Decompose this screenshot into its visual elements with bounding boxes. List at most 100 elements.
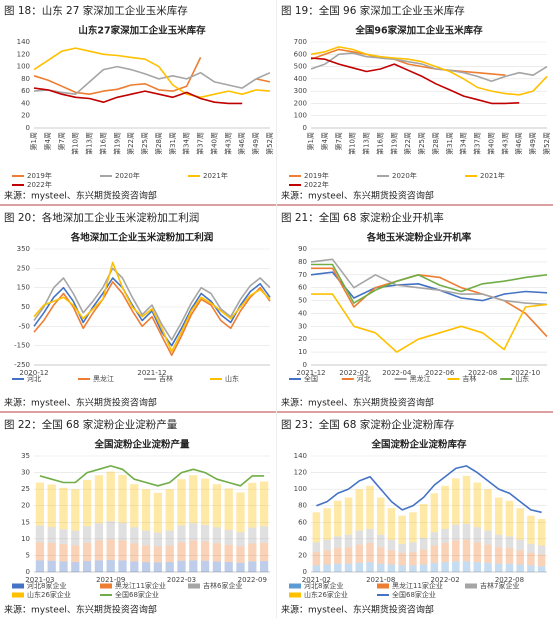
bar-segment bbox=[35, 525, 45, 543]
y-tick-label: -250 bbox=[14, 361, 30, 369]
y-tick-label: 100 bbox=[294, 485, 307, 493]
y-tick-label: 300 bbox=[294, 87, 307, 95]
bar-segment bbox=[189, 523, 198, 541]
y-tick-label: 90 bbox=[298, 245, 307, 253]
x-tick-label: 第13周 bbox=[362, 132, 371, 155]
y-tick-label: 120 bbox=[17, 50, 30, 58]
series-line bbox=[311, 267, 548, 338]
bar-segment bbox=[527, 552, 535, 566]
bar-segment bbox=[177, 479, 186, 526]
bar-segment bbox=[537, 518, 546, 546]
bar-segment bbox=[398, 543, 406, 553]
bar-segment bbox=[387, 508, 396, 540]
legend-label: 2022年 bbox=[27, 180, 52, 189]
bar-segment bbox=[35, 542, 45, 561]
bar-segment bbox=[259, 542, 269, 562]
y-tick-label: 80 bbox=[21, 75, 30, 83]
y-tick-label: 40 bbox=[21, 99, 30, 107]
x-tick-label: 2021-12 bbox=[296, 369, 325, 377]
x-tick-label: 第46周 bbox=[237, 132, 246, 155]
x-tick-label: 2021-12 bbox=[137, 369, 166, 377]
bar-segment bbox=[398, 515, 406, 544]
legend-label: 全国 bbox=[304, 374, 318, 383]
y-tick-label: 20 bbox=[21, 112, 30, 120]
y-tick-label: 100 bbox=[294, 112, 307, 120]
bar-segment bbox=[35, 560, 45, 572]
legend-label: 山东26家企业 bbox=[304, 590, 348, 599]
legend-swatch bbox=[377, 583, 389, 589]
bar-segment bbox=[323, 564, 331, 572]
bar-segment bbox=[47, 526, 56, 543]
bar-segment bbox=[212, 484, 222, 528]
bar-segment bbox=[165, 489, 174, 531]
x-tick-label: 第19周 bbox=[112, 132, 121, 155]
bar-segment bbox=[189, 475, 198, 524]
bar-segment bbox=[366, 543, 374, 563]
bar-segment bbox=[47, 560, 56, 572]
bar-segment bbox=[248, 543, 257, 562]
legend-label: 黑龙江 bbox=[410, 374, 431, 383]
legend-label: 2022年 bbox=[304, 180, 329, 189]
x-tick-label: 2022-09 bbox=[238, 576, 267, 584]
bar-segment bbox=[505, 547, 514, 564]
y-tick-label: 80 bbox=[298, 502, 307, 510]
series-line bbox=[33, 277, 271, 347]
x-tick-label: 2022-08 bbox=[468, 369, 497, 377]
legend-label: 山东26家企业 bbox=[27, 590, 71, 599]
bar-segment bbox=[259, 526, 269, 543]
bar-segment bbox=[537, 545, 546, 555]
y-tick-label: 40 bbox=[298, 309, 307, 317]
x-tick-label: 2022-10 bbox=[511, 369, 540, 377]
legend-label: 2020年 bbox=[392, 171, 417, 180]
bar-segment bbox=[387, 550, 396, 565]
figure-caption: 图 22：全国 68 家淀粉企业淀粉产量 bbox=[4, 418, 178, 431]
x-tick-label: 第31周 bbox=[445, 132, 454, 155]
legend-swatch bbox=[465, 583, 477, 589]
x-tick-label: 第22周 bbox=[403, 132, 412, 155]
y-tick-label: 50 bbox=[21, 303, 30, 311]
bar-segment bbox=[505, 563, 514, 572]
legend-swatch bbox=[12, 592, 24, 598]
y-tick-label: 0 bbox=[303, 124, 307, 132]
bar-segment bbox=[505, 536, 514, 548]
figure-source: 来源：mysteel、东兴期货投资咨询部 bbox=[281, 190, 434, 202]
bar-segment bbox=[106, 521, 115, 540]
x-tick-label: 第52周 bbox=[265, 132, 274, 155]
x-tick-label: 第13周 bbox=[85, 132, 94, 155]
bar-segment bbox=[130, 561, 139, 572]
bar-segment bbox=[47, 542, 56, 561]
series-line bbox=[39, 465, 265, 487]
chart-title: 全国96家深加工企业玉米库存 bbox=[354, 25, 483, 37]
bar-segment bbox=[94, 523, 104, 541]
bar-segment bbox=[118, 522, 127, 541]
x-tick-label: 第7周 bbox=[334, 132, 343, 150]
bar-segment bbox=[153, 492, 163, 533]
bar-segment bbox=[189, 540, 198, 561]
bar-segment bbox=[462, 561, 471, 572]
bar-segment bbox=[527, 565, 535, 572]
bar-segment bbox=[165, 562, 174, 572]
x-tick-label: 第1周 bbox=[306, 132, 315, 150]
x-tick-label: 第25周 bbox=[140, 132, 149, 155]
chart-title: 全国淀粉企业淀粉库存 bbox=[370, 439, 467, 451]
bar-segment bbox=[441, 543, 449, 563]
x-tick-label: 第31周 bbox=[168, 132, 177, 155]
bar-segment bbox=[118, 540, 127, 561]
y-tick-label: 600 bbox=[294, 50, 307, 58]
y-tick-label: 60 bbox=[298, 284, 307, 292]
x-tick-label: 2021-08 bbox=[366, 576, 395, 584]
series-line bbox=[33, 267, 271, 341]
bar-segment bbox=[494, 563, 503, 572]
bar-segment bbox=[376, 497, 385, 535]
bar-segment bbox=[323, 539, 331, 551]
bar-segment bbox=[430, 532, 439, 546]
bar-segment bbox=[366, 485, 374, 529]
bar-segment bbox=[537, 554, 546, 567]
bar-segment bbox=[527, 515, 535, 544]
bar-segment bbox=[236, 532, 245, 547]
y-tick-label: 0 bbox=[26, 124, 30, 132]
x-tick-label: 2022-02 bbox=[430, 576, 459, 584]
y-tick-label: 60 bbox=[21, 87, 30, 95]
bar-segment bbox=[106, 539, 115, 561]
y-tick-label: 150 bbox=[17, 284, 30, 292]
